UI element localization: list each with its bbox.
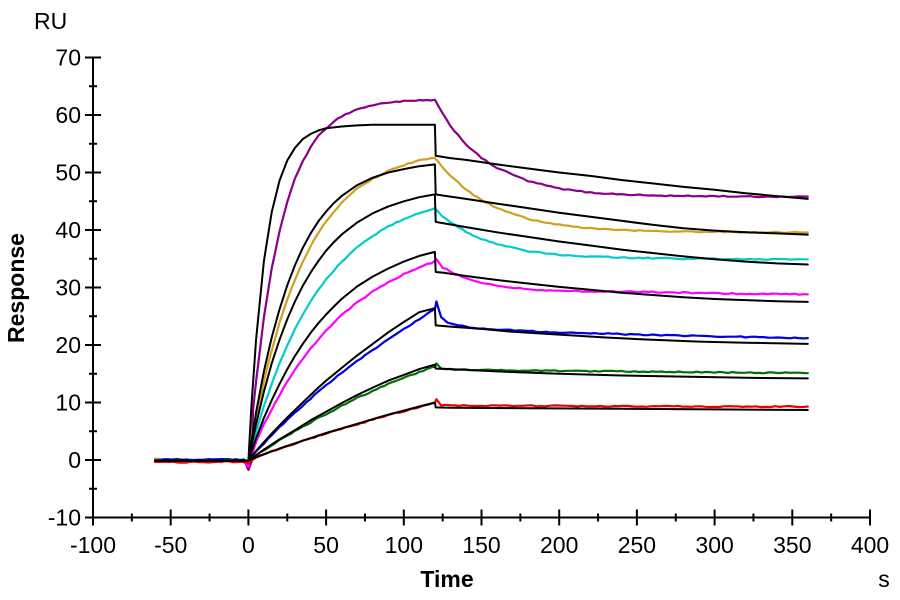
y-axis-title: Response	[3, 233, 29, 343]
y-tick-label: 70	[55, 45, 81, 71]
curves	[154, 98, 809, 471]
series-magenta-trace	[154, 258, 809, 468]
x-tick-label: 150	[462, 532, 500, 558]
series-fit-5-curve	[154, 307, 809, 462]
x-tick-label: 350	[773, 532, 811, 558]
series-fit-2-curve	[154, 163, 809, 462]
series-cyan-trace	[154, 207, 809, 464]
y-tick-label: 60	[55, 102, 81, 128]
x-tick-label: 200	[540, 532, 578, 558]
x-tick-label: 50	[313, 532, 339, 558]
x-tick-label: -100	[70, 532, 116, 558]
series-purple-trace	[154, 98, 809, 471]
y-tick-label: 10	[55, 390, 81, 416]
series-blue-trace	[154, 300, 809, 463]
series-fit-4-curve	[154, 250, 809, 462]
y-tick-label: 30	[55, 275, 81, 301]
series-fit-1-curve	[154, 123, 809, 462]
series-gold-trace	[154, 157, 809, 465]
y-tick-label: -10	[48, 505, 81, 531]
x-tick-label: 100	[385, 532, 423, 558]
x-tick-label: -50	[154, 532, 187, 558]
y-tick-label: 40	[55, 217, 81, 243]
series-fit-3-curve	[154, 193, 809, 462]
x-tick-label: 250	[618, 532, 656, 558]
y-tick-label: 20	[55, 332, 81, 358]
x-tick-label: 400	[851, 532, 889, 558]
x-axis-unit-label: s	[878, 566, 890, 592]
x-tick-label: 300	[695, 532, 733, 558]
y-tick-label: 0	[68, 447, 81, 473]
axes: -100 -50 0 50 100 150 200 250 300 350 400-10010203…	[48, 45, 889, 559]
y-axis-unit-label: RU	[34, 8, 67, 34]
y-tick-label: 50	[55, 160, 81, 186]
x-axis-title: Time	[420, 566, 473, 592]
x-tick-label: 0	[242, 532, 255, 558]
series-fit-6-curve	[154, 363, 809, 462]
series-fit-7-curve	[154, 401, 809, 462]
